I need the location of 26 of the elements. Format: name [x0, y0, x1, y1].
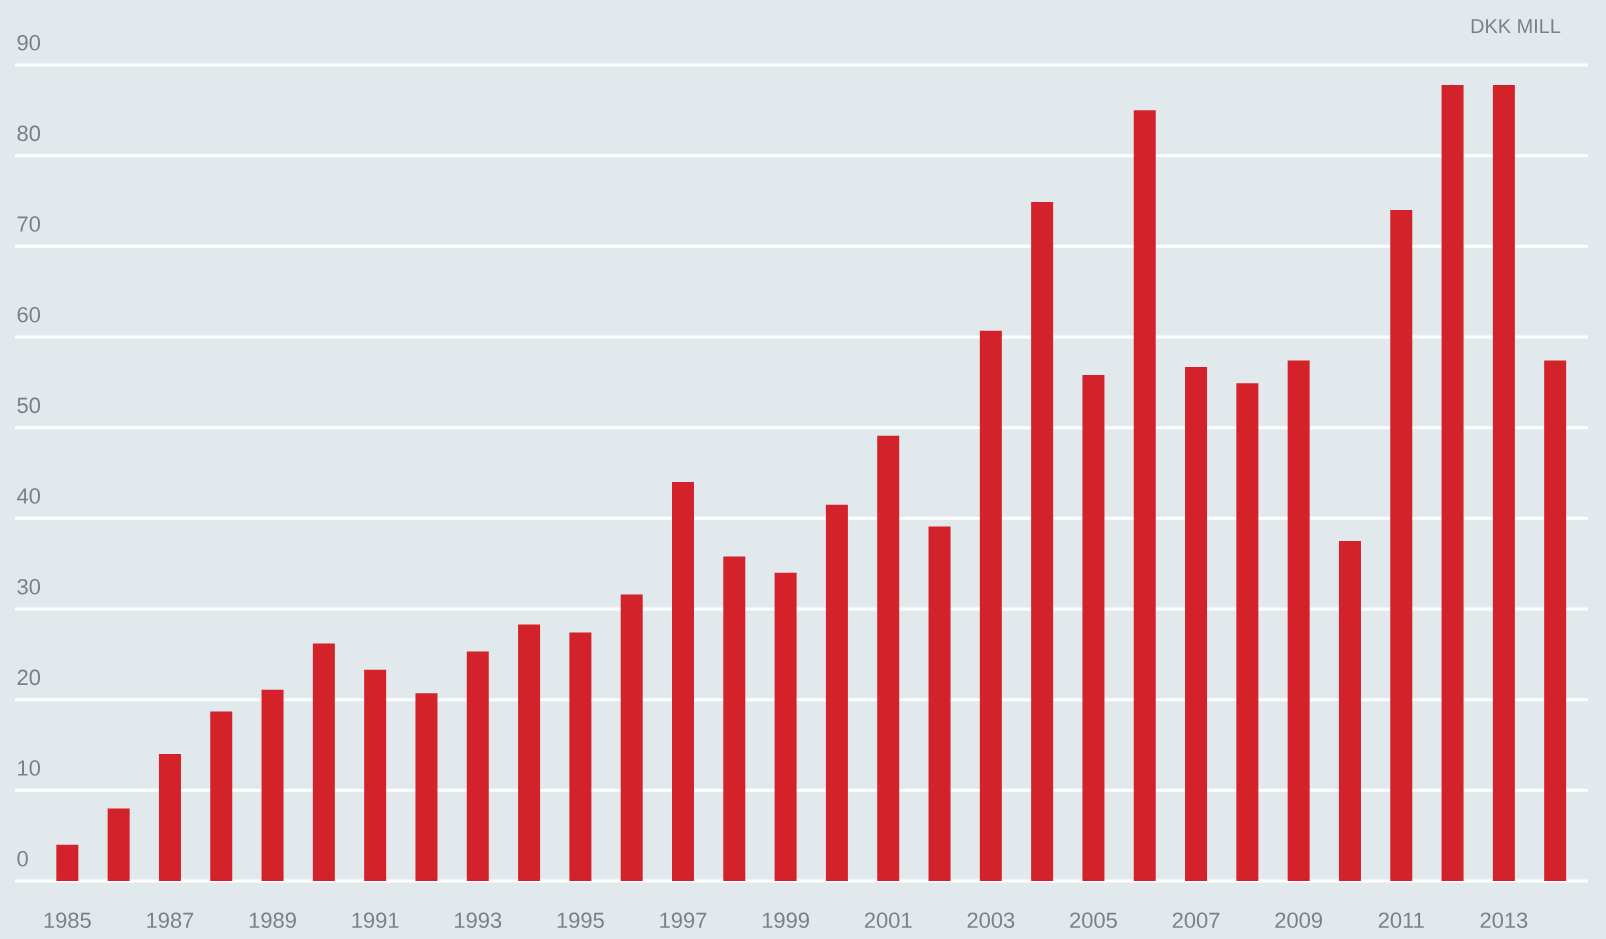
x-tick-label: 2001 [864, 912, 912, 929]
y-tick-label: 20 [17, 669, 41, 686]
x-tick-label: 2009 [1275, 912, 1322, 929]
x-tick-label: 2005 [1070, 912, 1117, 929]
y-tick-label: 50 [17, 397, 41, 414]
x-tick-label: 1989 [249, 912, 296, 929]
y-tick-label: 40 [17, 488, 41, 504]
y-axis-title: DKK MILL [1471, 19, 1561, 33]
y-tick-label: 30 [17, 578, 41, 595]
x-tick-label: 2013 [1480, 912, 1528, 929]
x-tick-label: 2007 [1172, 912, 1220, 929]
y-tick-label: 10 [18, 760, 41, 776]
y-tick-label: 60 [17, 306, 41, 323]
x-tick-label: 2003 [967, 912, 1015, 929]
x-tick-label: 1997 [660, 912, 707, 929]
y-tick-label: 90 [17, 34, 41, 51]
x-tick-label: 1987 [147, 912, 194, 929]
x-tick-label: 1991 [352, 912, 399, 929]
y-tick-label: 0 [17, 850, 28, 867]
x-tick-label: 1995 [557, 912, 604, 929]
x-tick-label: 1985 [44, 912, 91, 929]
x-tick-label: 1999 [762, 912, 809, 929]
y-tick-label: 70 [17, 216, 41, 232]
x-tick-label: 1993 [455, 912, 502, 929]
y-tick-label: 80 [17, 125, 41, 142]
x-tick-label: 2011 [1378, 912, 1424, 929]
